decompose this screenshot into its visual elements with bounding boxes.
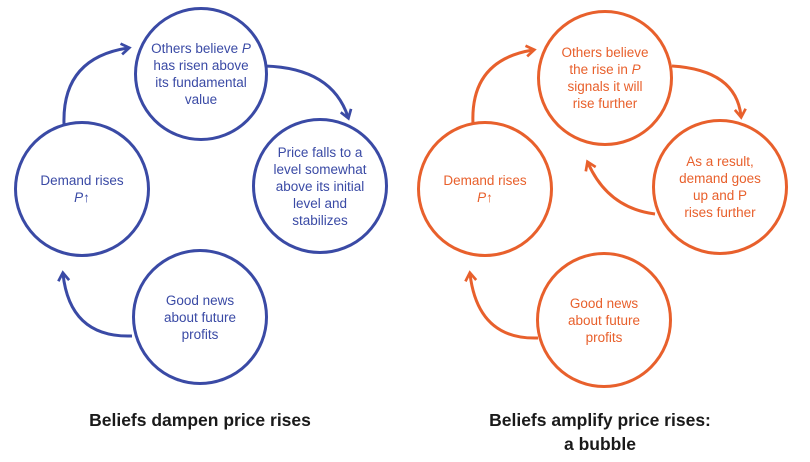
node-demand-rises-orange: Demand rises P↑ bbox=[417, 121, 553, 257]
node-text-line: up and P bbox=[692, 188, 748, 203]
arrow-top-to-right bbox=[264, 64, 353, 121]
node-good-news: Good news about future profits bbox=[132, 249, 268, 385]
arrow-left-to-top bbox=[62, 42, 132, 125]
node-text-line: value bbox=[184, 92, 218, 107]
node-good-news-orange: Good news about future profits bbox=[536, 252, 672, 388]
node-text-line: level somewhat bbox=[273, 161, 367, 177]
node-text-line: profits bbox=[181, 326, 219, 342]
node-text-line: profits bbox=[585, 329, 623, 345]
node-text-line: rises further bbox=[684, 205, 756, 220]
node-text-line: has risen above bbox=[153, 58, 249, 73]
node-text-line: Good news bbox=[165, 292, 235, 308]
node-text-line: P↑ bbox=[74, 190, 90, 205]
node-text-line: P↑ bbox=[477, 190, 493, 205]
arrow-top-to-right-orange bbox=[671, 64, 747, 120]
node-text-line: level and bbox=[292, 195, 348, 211]
node-text-line: Others believe bbox=[561, 45, 649, 60]
right-caption-line: a bubble bbox=[564, 434, 636, 454]
node-price-falls: Price falls to a level somewhat above it… bbox=[252, 118, 388, 254]
arrow-right-to-top-orange bbox=[584, 159, 656, 216]
node-text-line: above its initial bbox=[275, 178, 365, 194]
node-text-line: Demand rises bbox=[40, 173, 124, 188]
arrow-bottom-to-left-orange bbox=[464, 270, 539, 340]
node-demand-rises: Demand rises P↑ bbox=[14, 121, 150, 257]
node-text-line: Price falls to a bbox=[277, 144, 363, 160]
node-text-line: about future bbox=[567, 312, 641, 328]
node-text-line: As a result, bbox=[686, 154, 754, 169]
arrow-left-to-top-orange bbox=[471, 44, 537, 125]
node-text-line: Good news bbox=[569, 295, 639, 311]
node-text-line: its fundamental bbox=[155, 75, 247, 90]
node-text-line: signals it will bbox=[567, 79, 643, 94]
node-others-believe: Others believe P has risen above its fun… bbox=[134, 7, 268, 141]
node-as-a-result: As a result, demand goes up and P rises … bbox=[652, 119, 788, 255]
right-caption: Beliefs amplify price rises: a bubble bbox=[440, 408, 760, 456]
node-text-line: about future bbox=[163, 309, 237, 325]
right-caption-line: Beliefs amplify price rises: bbox=[489, 410, 711, 430]
arrow-bottom-to-left bbox=[57, 270, 133, 338]
node-text-line: Others believe P bbox=[151, 41, 251, 56]
node-text-line: Demand rises bbox=[443, 173, 527, 188]
node-text-line: rise further bbox=[572, 96, 638, 111]
node-text-line: stabilizes bbox=[292, 212, 348, 228]
left-caption: Beliefs dampen price rises bbox=[89, 410, 311, 430]
node-text-line: the rise in P bbox=[569, 62, 641, 77]
node-text-line: demand goes bbox=[679, 171, 761, 186]
node-others-believe-rise: Others believe the rise in P signals it … bbox=[537, 10, 673, 146]
